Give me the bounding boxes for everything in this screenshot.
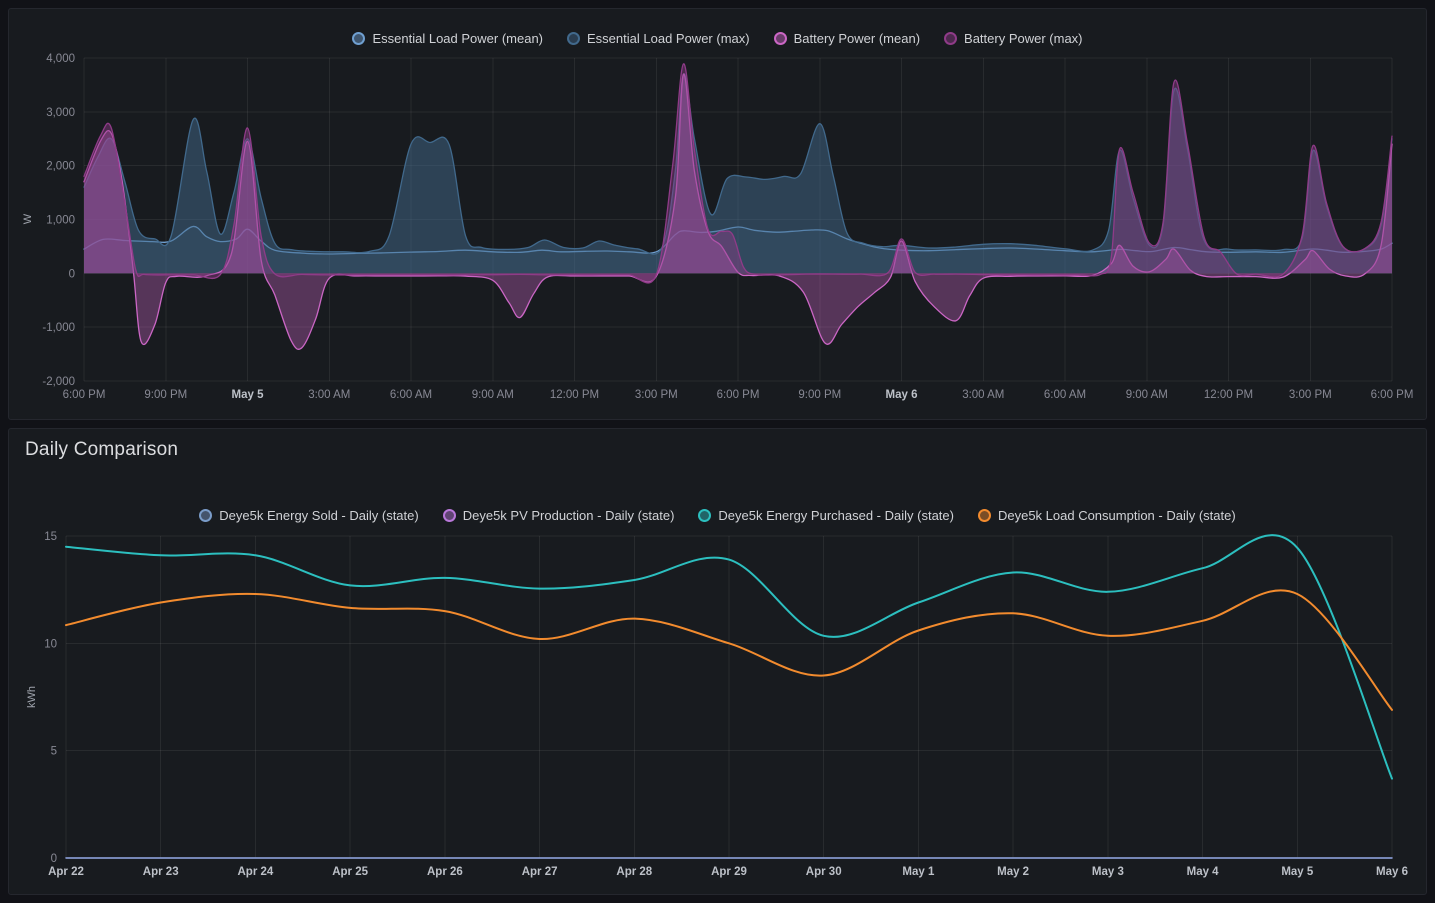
legend-item-deye5k-energy-sold-daily-state[interactable]: Deye5k Energy Sold - Daily (state) <box>199 508 419 523</box>
series-line-battery-power-max <box>83 63 1393 284</box>
panel-title: Daily Comparison <box>25 439 179 460</box>
y-tick-label: 5 <box>51 746 57 758</box>
y-tick-label: 4,000 <box>46 53 75 65</box>
legend-item-essential-load-power-mean[interactable]: Essential Load Power (mean) <box>352 31 543 46</box>
x-tick-label: 6:00 AM <box>1044 389 1086 401</box>
x-tick-label: Apr 27 <box>522 866 558 878</box>
legend-item-deye5k-pv-production-daily-state[interactable]: Deye5k PV Production - Daily (state) <box>442 508 675 523</box>
x-tick-label: 9:00 AM <box>1126 389 1168 401</box>
panel-daily-comparison: Daily Comparison Deye5k Energy Sold - Da… <box>8 428 1427 895</box>
x-tick-label: 3:00 AM <box>962 389 1004 401</box>
x-tick-label: Apr 25 <box>332 866 368 878</box>
x-tick-label: Apr 23 <box>143 866 179 878</box>
legend-series-dot-icon <box>442 509 456 522</box>
series-area-essential-load-power-max <box>84 73 1392 274</box>
legend-label: Deye5k Energy Purchased - Daily (state) <box>718 508 954 523</box>
x-tick-label: May 5 <box>232 389 265 401</box>
legend-label: Essential Load Power (mean) <box>372 31 544 46</box>
y-tick-label: 1,000 <box>46 215 75 227</box>
x-tick-label: May 6 <box>886 389 918 401</box>
x-tick-label: 6:00 PM <box>717 389 760 401</box>
power-y-axis-unit: W <box>22 213 35 225</box>
series-line-deye5k-energy-purchased-daily-state <box>65 534 1393 780</box>
x-tick-label: 12:00 PM <box>1204 389 1253 401</box>
x-tick-label: 9:00 PM <box>798 389 841 401</box>
x-tick-label: Apr 29 <box>711 866 747 878</box>
y-tick-label: 15 <box>44 531 57 543</box>
series-line-deye5k-load-consumption-daily-state <box>65 589 1393 711</box>
y-tick-label: -2,000 <box>42 376 75 388</box>
daily-legend: Deye5k Energy Sold - Daily (state) Deye5k… <box>9 508 1426 523</box>
y-tick-label: 2,000 <box>46 161 75 173</box>
legend-series-dot-icon <box>773 32 787 45</box>
x-tick-label: 9:00 AM <box>472 389 514 401</box>
legend-series-dot-icon <box>698 509 712 522</box>
y-tick-label: 0 <box>69 268 75 280</box>
x-tick-label: 3:00 PM <box>635 389 678 401</box>
x-tick-label: Apr 30 <box>806 866 842 878</box>
legend-item-deye5k-load-consumption-daily-state[interactable]: Deye5k Load Consumption - Daily (state) <box>977 508 1236 523</box>
x-tick-label: 12:00 PM <box>550 389 599 401</box>
x-tick-label: Apr 26 <box>427 866 463 878</box>
x-tick-label: May 5 <box>1281 866 1314 878</box>
y-tick-label: 0 <box>51 853 57 865</box>
x-tick-label: May 6 <box>1376 866 1408 878</box>
legend-item-battery-power-mean[interactable]: Battery Power (mean) <box>773 31 921 46</box>
legend-label: Deye5k PV Production - Daily (state) <box>462 508 675 523</box>
legend-item-deye5k-energy-purchased-daily-state[interactable]: Deye5k Energy Purchased - Daily (state) <box>698 508 954 523</box>
legend-label: Deye5k Energy Sold - Daily (state) <box>219 508 419 523</box>
x-tick-label: 6:00 PM <box>1371 389 1414 401</box>
x-tick-label: Apr 22 <box>48 866 84 878</box>
x-tick-label: 6:00 PM <box>63 389 106 401</box>
legend-series-dot-icon <box>352 32 366 45</box>
x-tick-label: 3:00 PM <box>1289 389 1332 401</box>
x-tick-label: May 1 <box>902 866 935 878</box>
panel-power-timeseries: Essential Load Power (mean) Essential Loa… <box>8 8 1427 420</box>
legend-series-dot-icon <box>977 509 991 522</box>
legend-series-dot-icon <box>567 32 581 45</box>
power-legend: Essential Load Power (mean) Essential Loa… <box>9 31 1426 46</box>
x-tick-label: Apr 28 <box>616 866 652 878</box>
x-tick-label: May 4 <box>1187 866 1220 878</box>
series-line-essential-load-power-max <box>83 73 1393 255</box>
x-tick-label: 3:00 AM <box>308 389 350 401</box>
daily-y-axis-unit: kWh <box>26 686 38 708</box>
y-tick-label: 3,000 <box>46 107 75 119</box>
x-tick-label: 6:00 AM <box>390 389 432 401</box>
x-tick-label: May 3 <box>1092 866 1124 878</box>
legend-label: Battery Power (mean) <box>793 31 921 46</box>
legend-label: Battery Power (max) <box>964 31 1083 46</box>
legend-series-dot-icon <box>199 509 213 522</box>
legend-label: Essential Load Power (max) <box>587 31 750 46</box>
legend-item-essential-load-power-max[interactable]: Essential Load Power (max) <box>567 31 750 46</box>
y-tick-label: -1,000 <box>42 322 75 334</box>
x-tick-label: Apr 24 <box>238 866 274 878</box>
legend-series-dot-icon <box>944 32 958 45</box>
y-tick-label: 10 <box>44 638 57 650</box>
legend-label: Deye5k Load Consumption - Daily (state) <box>997 508 1236 523</box>
legend-item-battery-power-max[interactable]: Battery Power (max) <box>944 31 1083 46</box>
x-tick-label: May 2 <box>997 866 1029 878</box>
series-line-battery-power-mean <box>83 73 1393 350</box>
x-tick-label: 9:00 PM <box>144 389 187 401</box>
